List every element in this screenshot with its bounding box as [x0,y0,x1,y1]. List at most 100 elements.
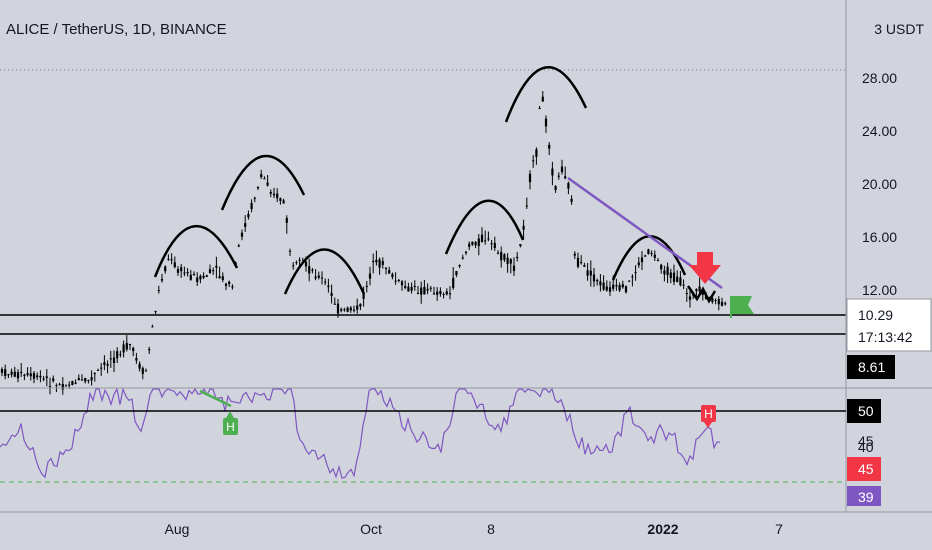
candle-body [612,284,615,289]
candle-body [592,274,596,282]
time-axis[interactable]: Aug Oct 8 2022 7 [165,521,784,537]
candle-body [724,303,727,305]
arc-left-shoulder-2 [444,199,525,255]
candle-body [272,193,276,196]
candle-body [490,243,493,245]
rsi-badge-label: 50 [858,403,874,419]
candle-body [679,277,682,286]
candle-body [359,303,362,307]
candle-body [672,272,676,282]
candle-body [269,191,272,194]
rsi-line [0,386,721,479]
candle-body [660,264,663,270]
price-axis[interactable]: 28.00 24.00 20.00 16.00 12.00 [862,70,897,298]
divergence-marker-red[interactable]: H [701,405,716,428]
price-tick-label: 20.00 [862,176,897,192]
chart-title: ALICE / TetherUS, 1D, BINANCE [6,21,227,38]
candle-body [349,307,352,311]
down-arrow-icon[interactable] [689,252,721,284]
candle-body [432,293,436,295]
candle-body [605,286,608,291]
candle-body [4,369,7,377]
candle-body [362,292,365,299]
candle-body [218,276,221,279]
candle-body [192,273,196,276]
candle-body [45,376,48,378]
candle-body [471,241,474,245]
time-tick-label: 8 [487,521,495,537]
last-price-value: 10.29 [858,307,893,323]
candle-body [164,266,167,272]
price-tick-label: 28.00 [862,70,897,86]
candle-body [26,373,29,376]
candle-body [378,259,381,268]
candle-body [138,363,141,369]
divergence-marker-green[interactable]: H [223,411,238,435]
candle-body [388,269,391,274]
candle-body [317,275,320,278]
candle-body [160,279,164,281]
candle-body [205,275,208,277]
arc-head-2 [504,66,588,123]
candle-body [570,198,573,202]
candle-body [666,266,669,276]
time-tick-label: Aug [165,521,190,537]
rsi-divergence-line[interactable] [199,389,232,408]
candle-body [583,265,586,267]
candle-body [410,287,413,291]
last-price-badge: 10.29 17:13:42 [846,298,932,352]
candle-body [596,279,599,282]
candle-body [404,286,407,288]
candle-body [77,378,80,381]
time-tick-label: 7 [775,521,783,537]
arc-left-shoulder-1 [153,224,239,278]
candle-body [10,371,13,375]
pattern-arcs[interactable] [153,66,687,295]
candle-body [311,269,314,271]
candle-body [538,108,541,110]
candle-body [100,367,103,369]
candle-body [80,379,84,381]
candle-body [23,374,26,376]
candle-body [423,286,426,295]
candle-body [7,374,10,376]
arc-right-shoulder-1 [283,248,366,295]
candle-body [436,291,439,295]
candle-body [669,272,672,279]
candle-body [644,255,647,257]
candle-body [407,286,410,292]
candle-body [298,259,301,261]
candle-body [112,357,116,363]
candle-body [628,280,631,282]
zigzag-drawing[interactable] [686,285,717,304]
candle-body [103,362,106,365]
candle-body [295,262,298,264]
candle-body [237,245,240,247]
candle-body [74,382,77,384]
candle-body [420,287,423,295]
candle-body [285,217,288,223]
candle-body [141,368,144,374]
candle-body [292,265,295,267]
candle-body [375,259,378,263]
candle-body [90,377,93,381]
candle-body [266,182,269,186]
candle-body [196,277,199,283]
candle-body [394,280,397,282]
divergence-marker-label: H [704,407,713,421]
flag-icon[interactable] [730,296,754,318]
candle-body [714,299,717,301]
candle-body [250,202,253,210]
candle-body [109,358,112,360]
candle-body [39,375,42,378]
candle-body [320,277,324,279]
candle-body [560,166,564,173]
candle-body [557,175,560,177]
candle-body [554,186,557,190]
candle-body [519,244,522,247]
candle-body [119,354,122,356]
price-tick-label: 12.00 [862,282,897,298]
candle-body [253,197,256,199]
